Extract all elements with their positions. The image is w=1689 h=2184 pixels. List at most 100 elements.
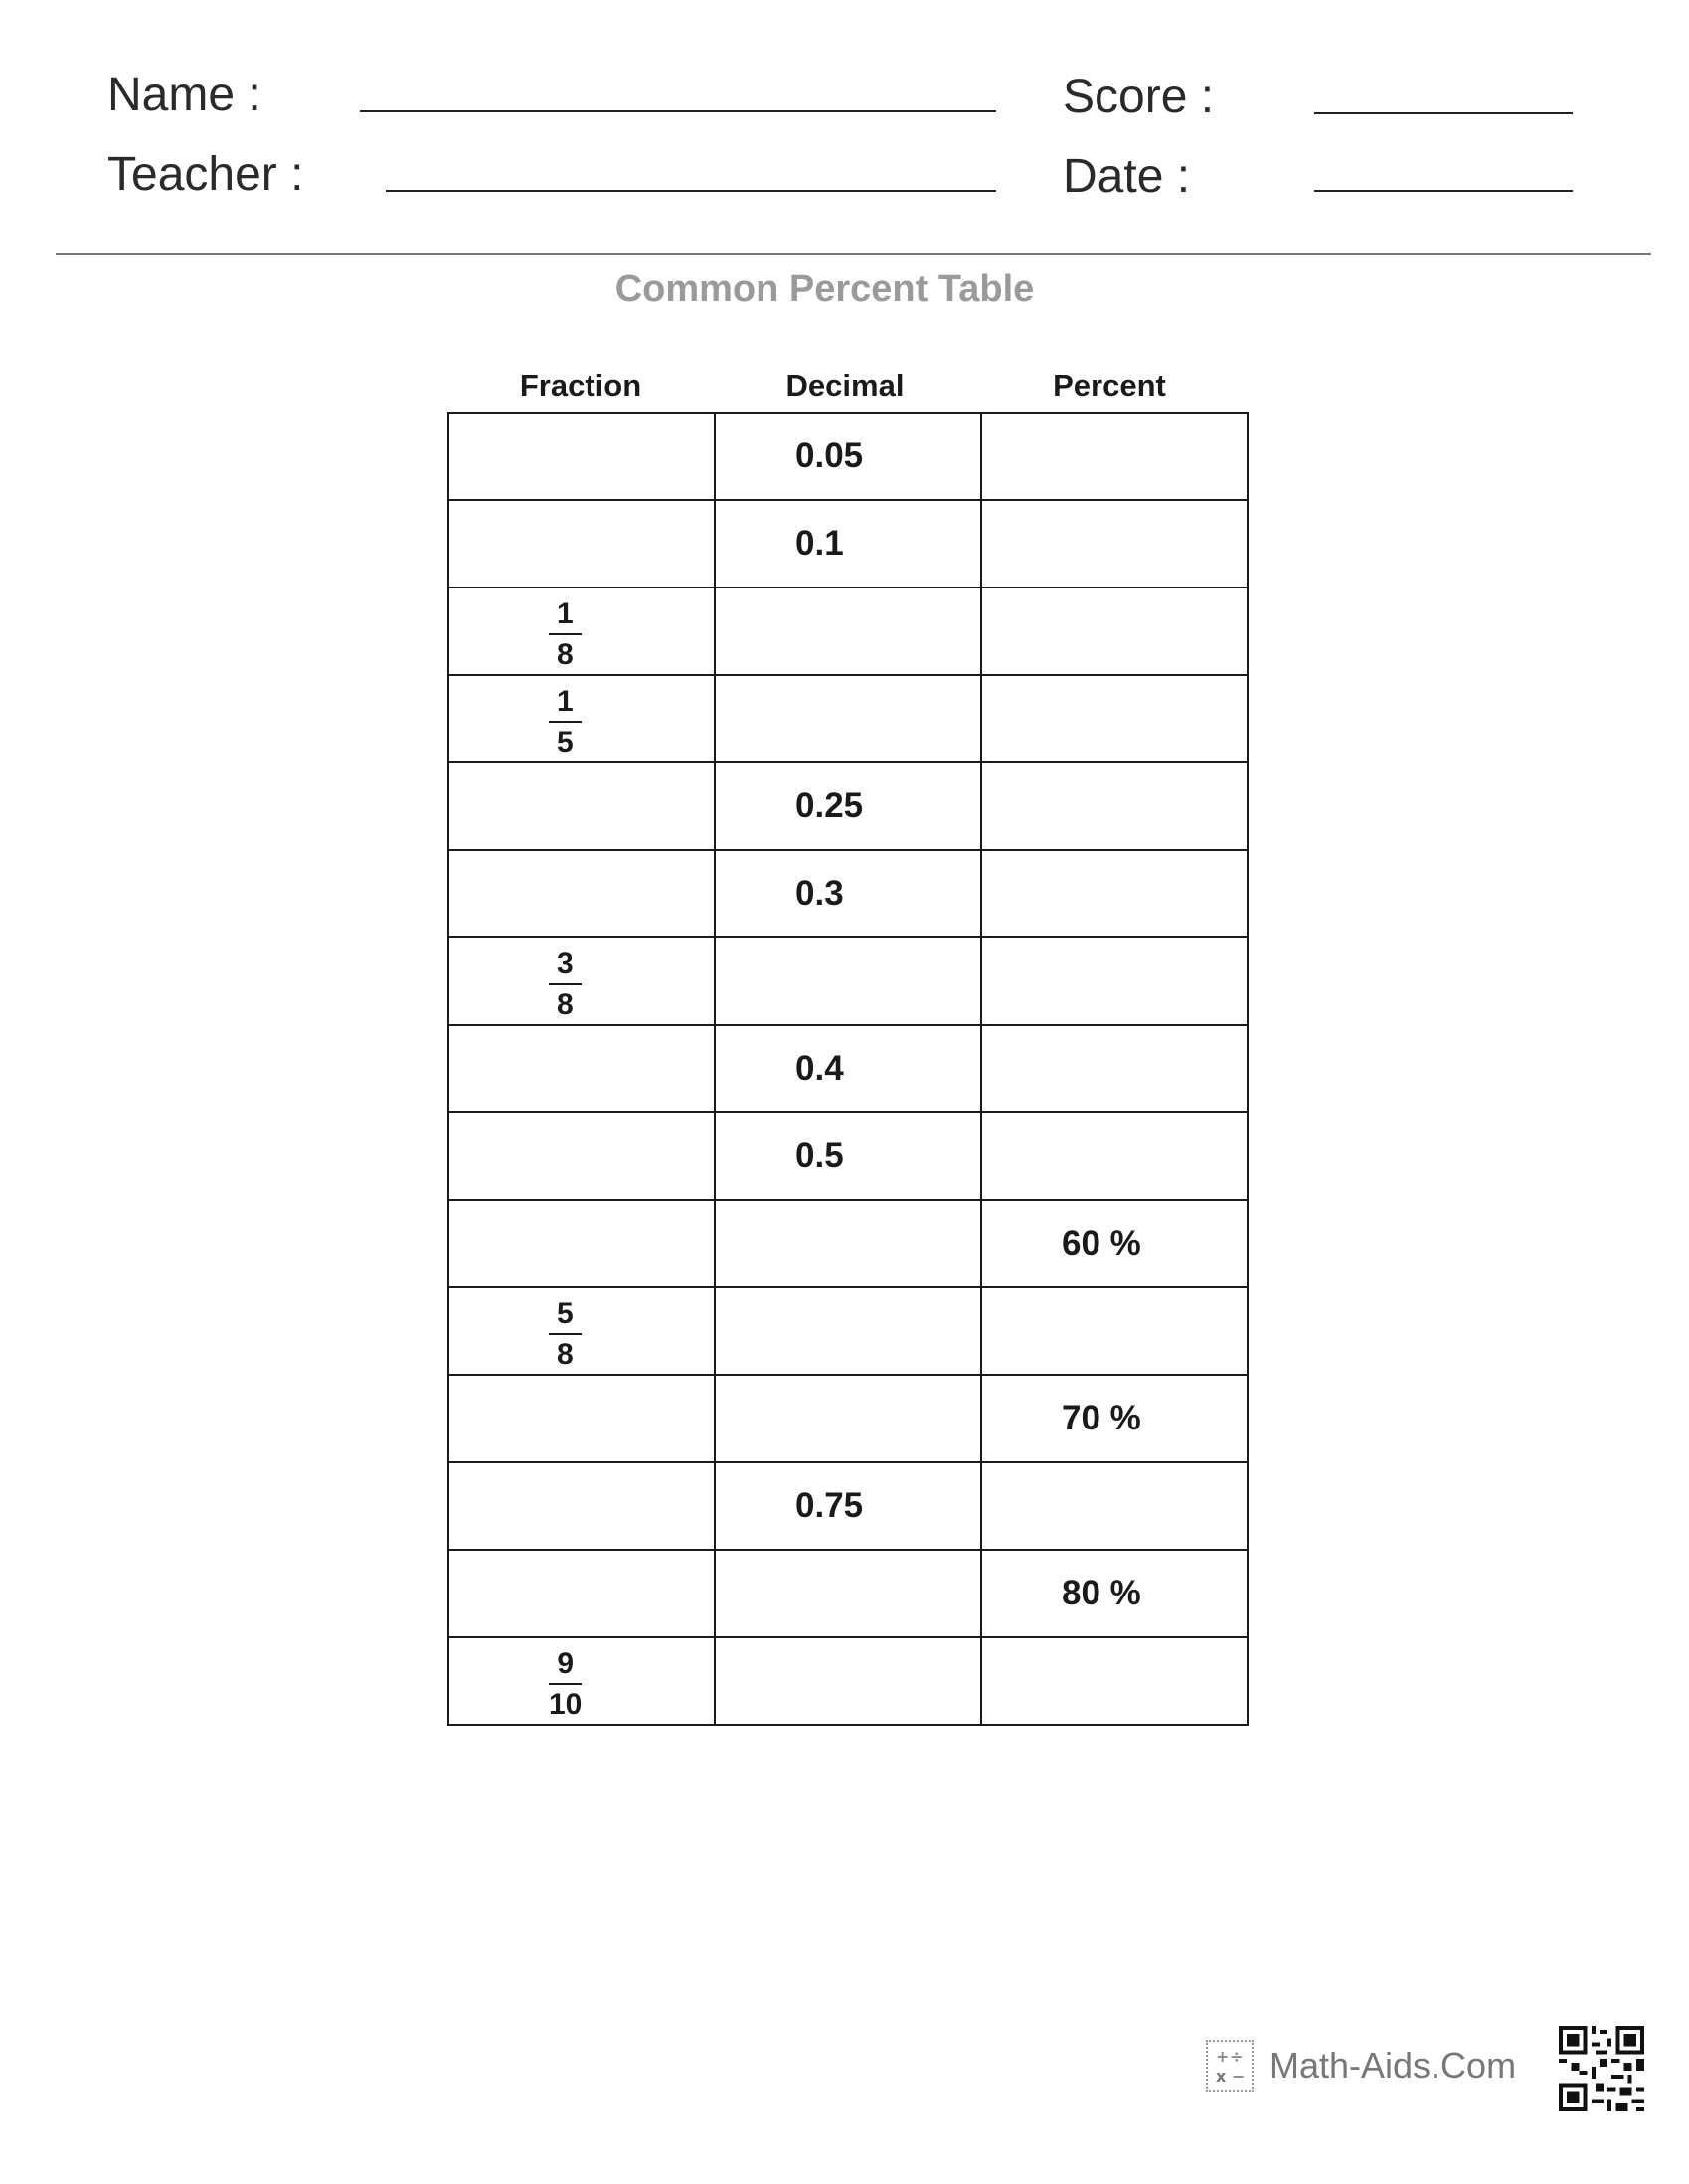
table-row: 0.1	[447, 499, 1249, 588]
fraction-denominator: 10	[549, 1688, 583, 1721]
fraction-cell[interactable]	[447, 499, 716, 588]
decimal-cell[interactable]	[714, 936, 982, 1026]
percent-cell[interactable]	[980, 1636, 1249, 1726]
worksheet-title: Common Percent Table	[0, 268, 1689, 311]
table-row: 9 10	[447, 1636, 1249, 1726]
decimal-cell[interactable]	[714, 1286, 982, 1376]
math-aids-logo-glyph: + ÷ x −	[1216, 2047, 1245, 2086]
table-row: 80 %	[447, 1549, 1249, 1638]
decimal-cell[interactable]	[714, 1199, 982, 1288]
fraction-cell: 9 10	[447, 1636, 716, 1726]
percent-cell[interactable]	[980, 761, 1249, 851]
fraction-cell[interactable]	[447, 1199, 716, 1288]
qr-code-icon[interactable]	[1559, 2026, 1644, 2111]
fraction-cell[interactable]	[447, 412, 716, 501]
percent-cell[interactable]	[980, 849, 1249, 938]
fraction-numerator: 1	[549, 687, 582, 723]
table-row: 0.75	[447, 1461, 1249, 1551]
name-label: Name :	[107, 69, 261, 121]
math-aids-logo-icon: + ÷ x −	[1206, 2040, 1254, 2092]
percent-cell[interactable]	[980, 1461, 1249, 1551]
brand-text[interactable]: Math-Aids.Com	[1269, 2045, 1517, 2086]
percent-cell[interactable]	[980, 1024, 1249, 1113]
fraction-numerator: 5	[549, 1299, 582, 1335]
date-line[interactable]	[1314, 190, 1573, 192]
fraction-value: 9 10	[549, 1649, 582, 1720]
decimal-cell: 0.3	[714, 849, 982, 938]
percent-cell[interactable]	[980, 412, 1249, 501]
fraction-numerator: 9	[549, 1649, 583, 1685]
decimal-cell: 0.25	[714, 761, 982, 851]
svg-text:x: x	[1216, 2067, 1227, 2086]
table-row: 0.3	[447, 849, 1249, 938]
percent-cell: 70 %	[980, 1374, 1249, 1463]
fraction-numerator: 3	[549, 949, 582, 985]
date-label: Date :	[1063, 150, 1191, 203]
decimal-cell: 0.05	[714, 412, 982, 501]
table-row: 60 %	[447, 1199, 1249, 1288]
percent-cell[interactable]	[980, 674, 1249, 763]
decimal-cell[interactable]	[714, 1636, 982, 1726]
percent-cell[interactable]	[980, 936, 1249, 1026]
column-header-percent: Percent	[1053, 368, 1166, 403]
table-row: 70 %	[447, 1374, 1249, 1463]
percent-cell[interactable]	[980, 1286, 1249, 1376]
percent-table-body: 0.05 0.1 1 8 1 5 0.25 0.3 3 8 0.4 0.5 60 % 5 8 70 % 0.75…	[447, 412, 1249, 1726]
decimal-cell[interactable]	[714, 587, 982, 676]
decimal-cell: 0.1	[714, 499, 982, 588]
fraction-denominator: 5	[557, 726, 574, 758]
fraction-cell[interactable]	[447, 1374, 716, 1463]
fraction-cell[interactable]	[447, 1111, 716, 1201]
teacher-label: Teacher :	[107, 148, 304, 201]
name-line[interactable]	[360, 110, 996, 112]
column-header-decimal: Decimal	[785, 368, 905, 403]
table-row: 0.4	[447, 1024, 1249, 1113]
svg-text:+: +	[1216, 2047, 1229, 2066]
teacher-line[interactable]	[386, 190, 996, 192]
percent-cell[interactable]	[980, 499, 1249, 588]
fraction-cell[interactable]	[447, 1549, 716, 1638]
percent-cell: 80 %	[980, 1549, 1249, 1638]
svg-text:÷: ÷	[1230, 2047, 1243, 2066]
fraction-cell[interactable]	[447, 1024, 716, 1113]
percent-cell[interactable]	[980, 1111, 1249, 1201]
decimal-cell[interactable]	[714, 1549, 982, 1638]
decimal-cell[interactable]	[714, 1374, 982, 1463]
percent-cell: 60 %	[980, 1199, 1249, 1288]
fraction-cell[interactable]	[447, 761, 716, 851]
header-divider	[56, 253, 1651, 255]
fraction-denominator: 8	[557, 638, 574, 671]
decimal-cell[interactable]	[714, 674, 982, 763]
fraction-numerator: 1	[549, 599, 582, 635]
percent-table: 0.05 0.1 1 8 1 5 0.25 0.3 3 8 0.4 0.5 60 % 5 8 70 % 0.75…	[447, 412, 1249, 1726]
fraction-denominator: 8	[557, 1338, 574, 1371]
score-line[interactable]	[1314, 112, 1573, 114]
percent-cell[interactable]	[980, 587, 1249, 676]
footer-brand: + ÷ x − Math-Aids.Com	[1206, 2038, 1516, 2094]
decimal-cell: 0.75	[714, 1461, 982, 1551]
column-header-fraction: Fraction	[519, 368, 642, 403]
worksheet-title-text: Common Percent Table	[614, 268, 1035, 310]
table-row: 0.05	[447, 412, 1249, 501]
fraction-cell[interactable]	[447, 849, 716, 938]
fraction-cell[interactable]	[447, 1461, 716, 1551]
decimal-cell: 0.4	[714, 1024, 982, 1113]
table-row: 0.25	[447, 761, 1249, 851]
svg-text:−: −	[1232, 2067, 1245, 2086]
decimal-cell: 0.5	[714, 1111, 982, 1201]
fraction-denominator: 8	[557, 988, 574, 1021]
score-label: Score :	[1063, 71, 1215, 123]
table-row: 0.5	[447, 1111, 1249, 1201]
